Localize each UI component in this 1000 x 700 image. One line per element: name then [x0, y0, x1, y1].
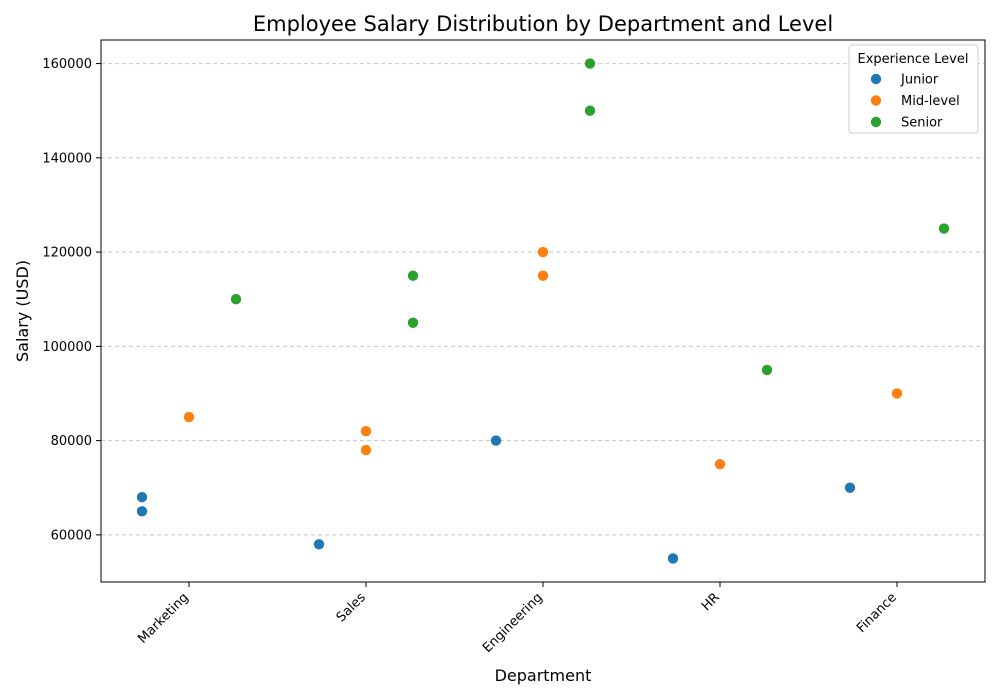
data-point-mid-level: [537, 246, 549, 258]
y-axis-title: Salary (USD): [13, 260, 32, 362]
data-point-senior: [230, 294, 242, 305]
data-point-junior: [313, 539, 325, 550]
data-point-mid-level: [714, 458, 726, 470]
data-points: [136, 58, 950, 564]
data-point-mid-level: [537, 270, 549, 281]
x-axis-title: Department: [495, 666, 592, 685]
legend-marker: [870, 95, 882, 106]
x-tick-label: HR: [699, 590, 723, 614]
data-point-junior: [136, 491, 148, 503]
legend-label: Junior: [900, 73, 939, 88]
x-tick-label: Engineering: [480, 590, 546, 656]
data-point-mid-level: [360, 425, 372, 437]
data-point-senior: [407, 270, 419, 281]
data-point-senior: [761, 364, 773, 376]
data-point-mid-level: [360, 444, 372, 456]
legend-marker: [870, 116, 882, 128]
data-point-senior: [584, 105, 596, 116]
data-point-senior: [407, 317, 419, 328]
y-tick-label: 160000: [42, 57, 92, 72]
data-point-mid-level: [891, 388, 903, 399]
data-point-mid-level: [183, 411, 195, 423]
data-point-junior: [490, 435, 502, 446]
x-tick-label: Finance: [854, 590, 900, 636]
x-tick-label: Marketing: [135, 590, 191, 646]
data-point-junior: [667, 553, 679, 564]
legend-marker: [870, 73, 882, 85]
chart-title: Employee Salary Distribution by Departme…: [253, 12, 833, 36]
y-tick-label: 80000: [51, 434, 92, 449]
data-point-junior: [844, 482, 856, 493]
y-tick-label: 140000: [42, 151, 92, 166]
legend-label: Mid-level: [901, 94, 960, 109]
legend-box: [848, 44, 979, 134]
data-point-junior: [136, 506, 148, 517]
y-tick-label: 100000: [42, 340, 92, 355]
x-tick-label: Sales: [334, 590, 369, 625]
legend: Experience Level Junior Mid-level Senior: [848, 44, 979, 134]
legend-label: Senior: [901, 116, 943, 131]
y-tick-label: 60000: [51, 528, 92, 543]
grid-lines: [101, 63, 985, 536]
legend-title: Experience Level: [858, 52, 969, 67]
y-tick-label: 120000: [42, 246, 92, 261]
data-point-senior: [584, 58, 596, 69]
data-point-senior: [938, 223, 950, 234]
axes: 60000 80000 100000 120000 140000 160000 Market…: [42, 57, 899, 656]
